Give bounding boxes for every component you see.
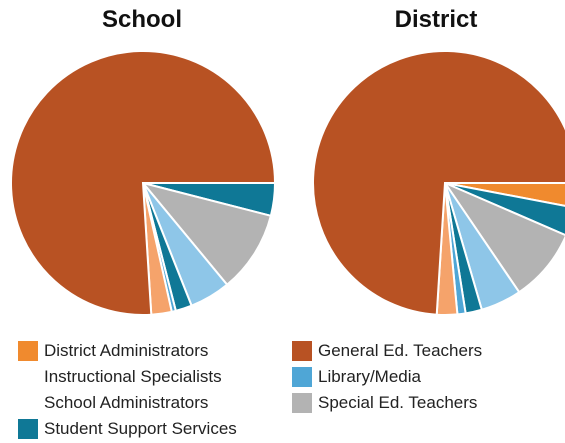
legend-swatch-general-ed-teachers <box>292 341 312 361</box>
legend-swatch-student-support-services <box>18 419 38 439</box>
district-pie <box>312 50 565 316</box>
pie-slice-student-support-services <box>444 182 565 237</box>
legend-swatch-district-administrators <box>18 341 38 361</box>
district-chart-title: District <box>394 6 478 33</box>
pie-slice-special-ed-teachers <box>140 181 273 287</box>
pie-slice-general-ed-teachers <box>10 50 277 316</box>
legend-label-instructional-specialists: Instructional Specialists <box>44 367 222 386</box>
legend-label-special-ed-teachers: Special Ed. Teachers <box>318 393 478 412</box>
pie-slice-general-ed-teachers <box>312 50 565 316</box>
legend-label-school-administrators: School Administrators <box>44 393 209 412</box>
legend-label-general-ed-teachers: General Ed. Teachers <box>318 341 483 360</box>
school-chart-title: School <box>101 6 182 33</box>
school-pie <box>10 50 277 316</box>
legend-label-student-support-services: Student Support Services <box>44 419 237 438</box>
legend-label-library-media: Library/Media <box>318 367 421 386</box>
legend-label-district-administrators: District Administrators <box>44 341 209 360</box>
legend-swatch-library-media <box>292 367 312 387</box>
legend-swatch-special-ed-teachers <box>292 393 312 413</box>
